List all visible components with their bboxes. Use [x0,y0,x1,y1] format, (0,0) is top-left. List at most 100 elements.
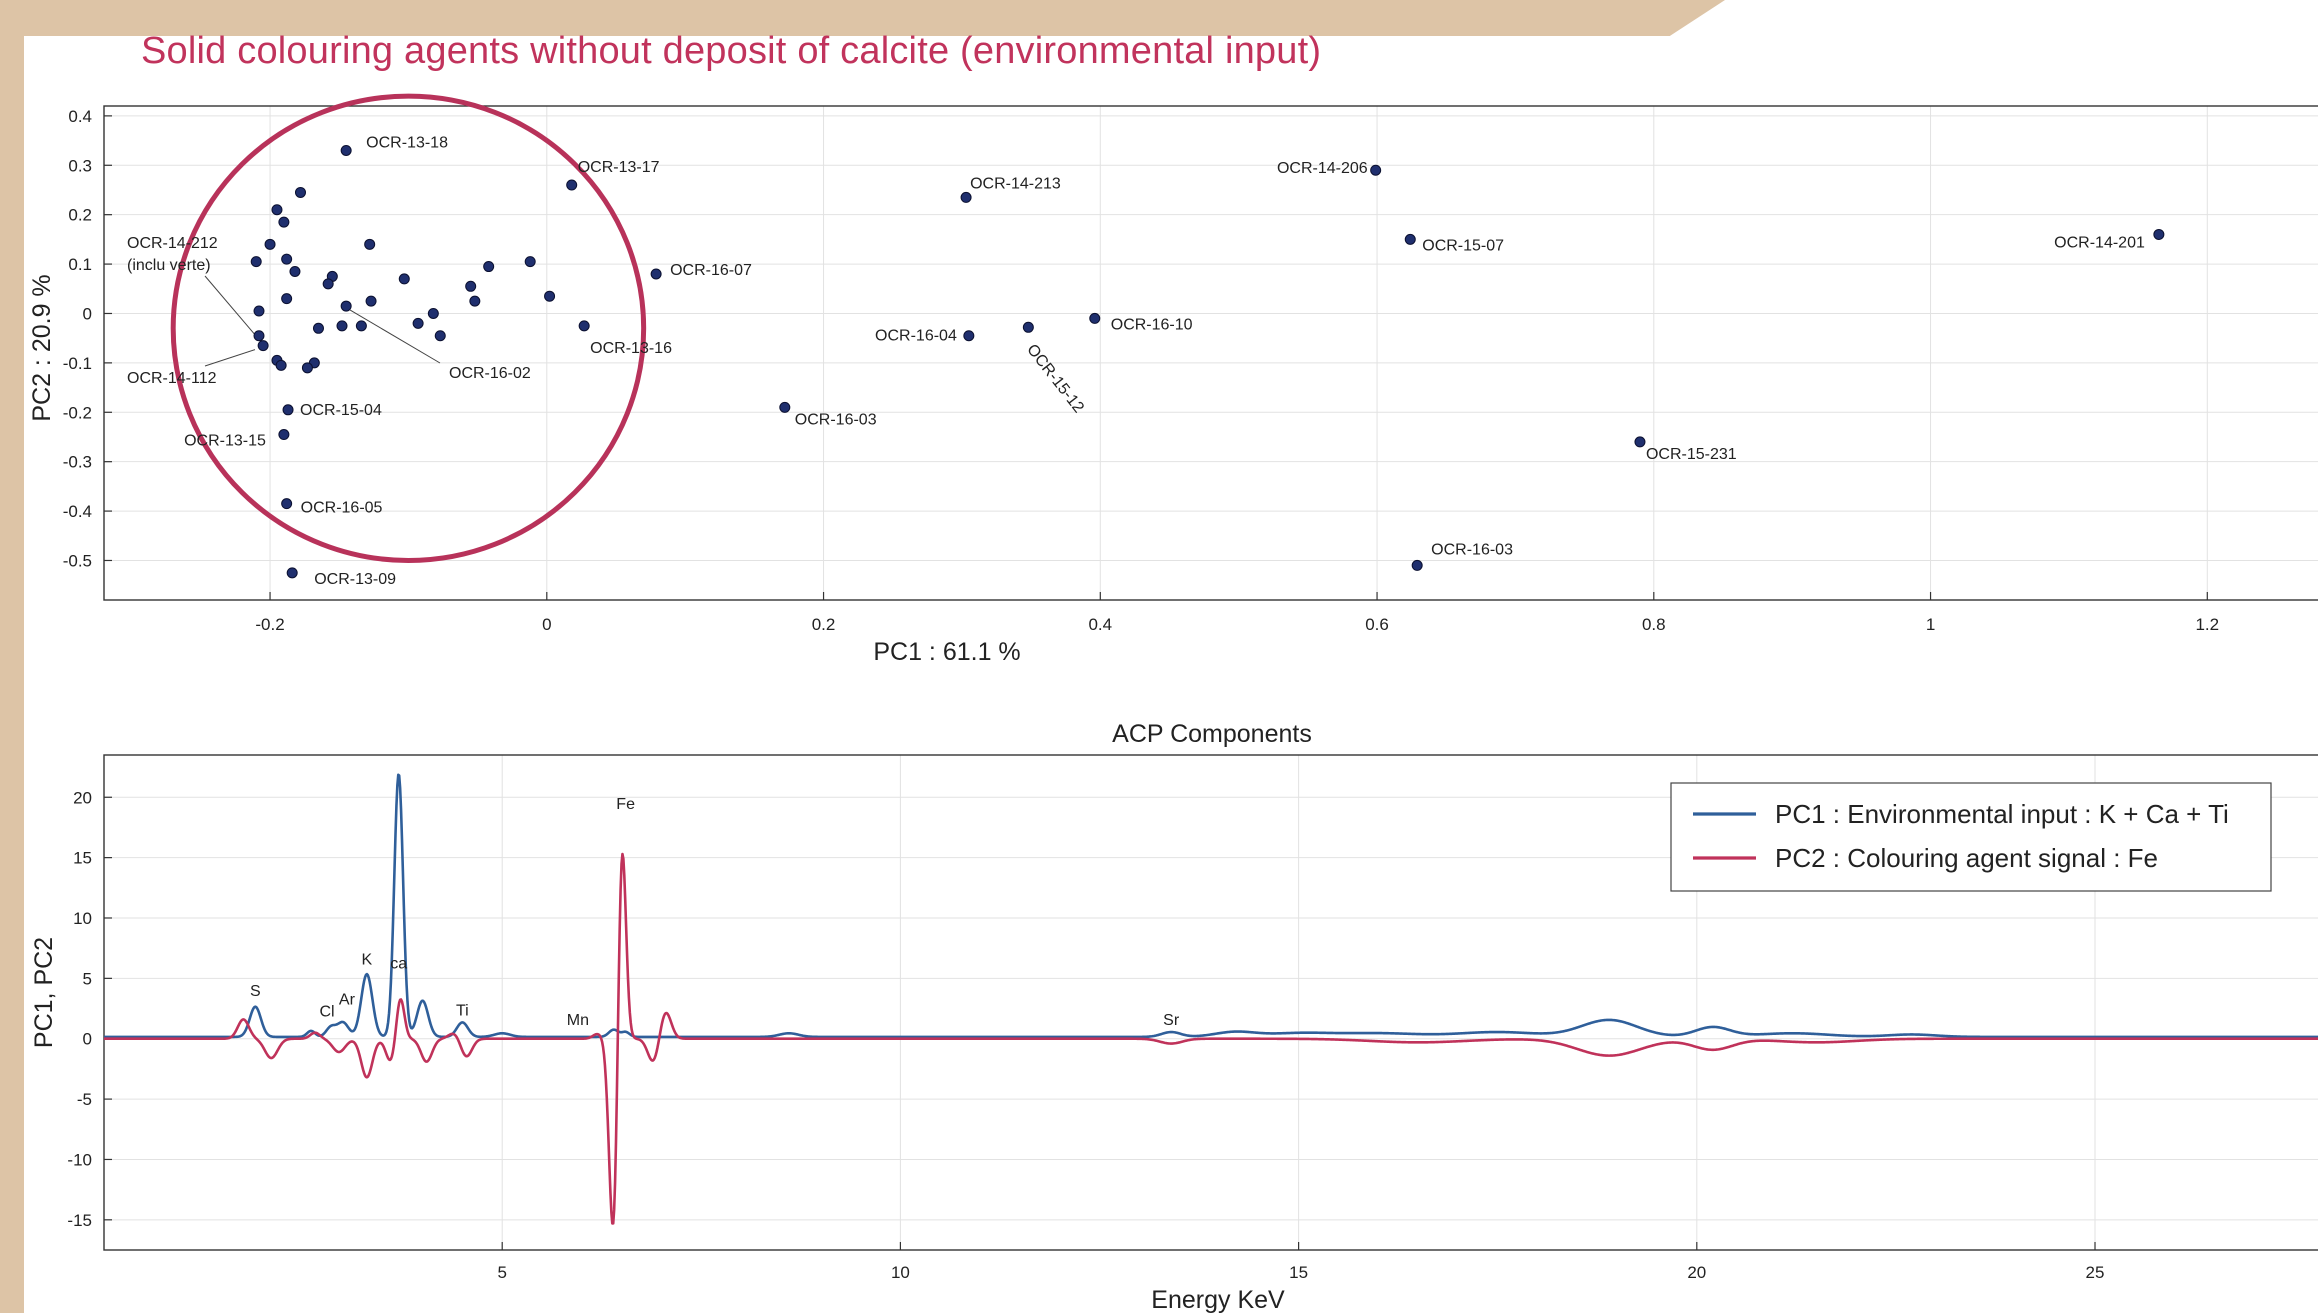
annotation-label: OCR-14-212 [127,235,218,252]
plot-frame [103,105,2318,601]
scatter-point [253,330,265,342]
y-tick-label: 20 [73,788,92,807]
point-label: OCR-14-201 [2054,234,2145,251]
scatter-point [1411,559,1423,571]
scatter-plot: -0.2 0 0.2 0.4 0.6 0.8 1 1.2 0.4 0.3 0.2 0.1 0 -0.1 -0… [28,93,2318,666]
point-label: OCR-13-15 [184,433,266,450]
scatter-point [544,290,556,302]
scatter-point [278,216,290,228]
peak-label: Ar [339,992,356,1009]
y-tick-label: -0.5 [63,551,92,570]
scatter-point [524,256,536,268]
annotation-label: (inclu verte) [127,257,211,274]
y-tick-label: 15 [73,849,92,868]
y-tick-label: -0.4 [63,502,92,521]
peak-label: Ti [456,1002,469,1019]
scatter-point [301,362,313,374]
y-tick-label: 5 [83,969,92,988]
page-background [24,36,1724,1313]
scatter-point [250,256,262,268]
y-tick-label: 0 [83,1030,92,1049]
scatter-point [340,300,352,312]
scatter-point [257,340,269,352]
scatter-point [650,268,662,280]
scatter-point [398,273,410,285]
peak-label: Fe [616,796,635,813]
scatter-point [1089,312,1101,324]
x-tick-label: 0.2 [812,615,836,634]
peak-label: ca [390,955,407,972]
chart-subtitle: ACP Components [1112,720,1312,748]
y-tick-label: 0.3 [68,156,92,175]
peak-label: S [250,983,261,1000]
scatter-point [1634,436,1646,448]
point-label: OCR-13-18 [366,134,448,151]
x-axis-label: Energy KeV [1151,1286,1285,1313]
scatter-point [312,322,324,334]
scatter-point [364,238,376,250]
annotation-label: OCR-16-02 [449,365,531,382]
scatter-point [1022,321,1034,333]
x-tick-label: 10 [891,1263,910,1282]
scatter-point [286,567,298,579]
point-label: OCR-16-03 [1431,541,1513,558]
scatter-point [578,320,590,332]
x-axis-label: PC1 : 61.1 % [873,638,1020,666]
scatter-point [960,191,972,203]
annotation-arrow [204,275,260,340]
scatter-point [566,179,578,191]
scatter-point [412,317,424,329]
point-label: OCR-15-07 [1422,237,1504,254]
scatter-point [282,404,294,416]
scatter-point [253,305,265,317]
page-title: Solid colouring agents without deposit o… [141,30,1322,72]
scatter-point [2153,228,2165,240]
y-tick-label: 0.4 [68,107,92,126]
y-tick-label: 0.1 [68,255,92,274]
x-tick-label: 0.8 [1642,615,1666,634]
y-tick-label: -0.3 [63,453,92,472]
x-tick-label: 5 [497,1263,506,1282]
point-label: OCR-13-17 [578,159,660,176]
point-label: OCR-13-09 [314,571,396,588]
point-label: OCR-16-07 [670,262,752,279]
y-tick-label: -5 [77,1090,92,1109]
scatter-point [294,186,306,198]
scatter-point [1370,164,1382,176]
x-tick-label: 1 [1926,615,1935,634]
x-tick-label: 0.6 [1365,615,1389,634]
x-tick-label: -0.2 [255,615,284,634]
peak-label: Sr [1163,1012,1180,1029]
scatter-point [469,295,481,307]
scatter-point [281,498,293,510]
annotation-arrow [204,349,256,367]
scatter-point [1404,233,1416,245]
line-plot: 5 10 15 20 25 20 15 10 5 0 -5 -10 -15 ACP Components E… [30,720,2318,1313]
x-tick-label: 20 [1687,1263,1706,1282]
x-tick-label: 25 [2086,1263,2105,1282]
scatter-point [278,429,290,441]
point-label: OCR-16-05 [301,500,383,517]
decorative-left-band [0,0,24,1313]
scatter-point [275,359,287,371]
scatter-point [340,144,352,156]
scatter-point [336,320,348,332]
annotation-arrow [349,309,441,364]
scatter-point [483,261,495,273]
scatter-point [434,330,446,342]
scatter-point [264,238,276,250]
y-tick-label: -0.1 [63,354,92,373]
scatter-point [365,295,377,307]
series-line-2 [103,852,2318,1225]
scatter-point [465,280,477,292]
legend-label: PC2 : Colouring agent signal : Fe [1775,843,2158,873]
scatter-point [322,278,334,290]
scatter-point [281,253,293,265]
point-label: OCR-16-10 [1111,316,1193,333]
point-label: OCR-14-213 [970,175,1061,192]
highlight-ellipse [170,93,647,563]
scatter-point [963,330,975,342]
legend-box [1670,782,2272,892]
x-tick-label: 0 [542,615,551,634]
